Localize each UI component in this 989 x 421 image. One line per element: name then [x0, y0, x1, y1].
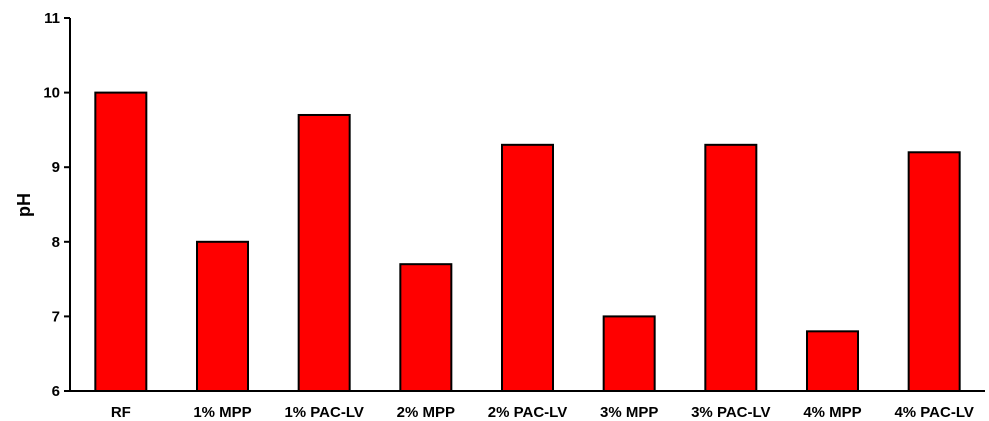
y-axis-title: pH: [14, 193, 34, 217]
bar: [806, 330, 859, 393]
y-tick-label: 6: [52, 383, 60, 400]
x-tick-label: 2% PAC-LV: [488, 404, 567, 421]
bar: [196, 240, 249, 392]
y-tick-label: 10: [43, 85, 60, 102]
bar: [399, 263, 453, 392]
y-tick-label: 8: [52, 234, 60, 251]
y-ticks-group: 6 7 8 9 10 11: [43, 10, 70, 400]
y-tick-label: 11: [44, 10, 60, 27]
bar: [501, 143, 554, 392]
x-tick-label: 4% PAC-LV: [894, 404, 973, 421]
x-tick-label: 1% PAC-LV: [284, 404, 363, 421]
x-tick-label: 2% MPP: [397, 404, 455, 421]
bar: [907, 151, 961, 392]
x-tick-label: 3% MPP: [600, 404, 658, 421]
x-tick-label: 3% PAC-LV: [691, 404, 770, 421]
x-ticks-group: RF 1% MPP 1% PAC-LV 2% MPP 2% PAC-LV 3% MPP 3%…: [111, 404, 974, 421]
bars-group: [94, 91, 961, 393]
x-tick-label: RF: [111, 404, 131, 421]
bar: [297, 113, 351, 392]
y-tick-label: 9: [52, 159, 60, 176]
bar: [602, 315, 656, 392]
bar: [94, 91, 148, 392]
x-tick-label: 1% MPP: [193, 404, 251, 421]
x-tick-label: 4% MPP: [803, 404, 861, 421]
y-tick-label: 7: [52, 308, 60, 325]
bar: [704, 143, 758, 392]
